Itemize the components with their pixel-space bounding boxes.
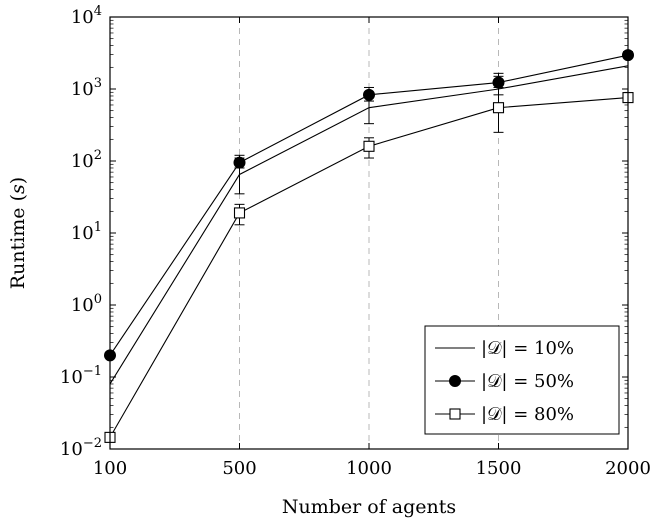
y-tick-label: 10−1 xyxy=(60,364,102,388)
x-tick-labels: 100 500 1000 1500 2000 xyxy=(93,458,651,479)
y-tick-exponent: 0 xyxy=(94,292,102,307)
y-tick-base: 10 xyxy=(71,7,94,28)
legend-label: |𝒟| = 80% xyxy=(481,404,574,425)
y-tick-base: 10 xyxy=(71,295,94,316)
data-point-circle xyxy=(233,156,246,169)
legend-entry: |𝒟| = 50% xyxy=(435,371,574,392)
data-point-circle xyxy=(449,375,461,387)
y-tick-base: 10 xyxy=(60,439,83,460)
y-tick-label: 101 xyxy=(71,220,102,244)
major-ticks xyxy=(109,16,629,450)
x-axis-label: Number of agents xyxy=(282,496,456,518)
legend-entry: |𝒟| = 10% xyxy=(435,338,574,359)
data-point-circle xyxy=(492,76,505,89)
y-tick-exponent: −2 xyxy=(83,436,102,451)
legend-label: |𝒟| = 10% xyxy=(481,338,574,359)
y-tick-exponent: −1 xyxy=(83,364,102,379)
y-tick-base: 10 xyxy=(60,367,83,388)
y-tick-label: 100 xyxy=(71,292,102,316)
y-tick-exponent: 3 xyxy=(94,76,102,91)
y-tick-label: 104 xyxy=(71,4,102,28)
data-point-square xyxy=(449,408,461,420)
y-tick-exponent: 2 xyxy=(94,148,102,163)
x-tick-label: 500 xyxy=(222,458,256,479)
legend: |𝒟| = 10% |𝒟| = 50% |𝒟| = 80% xyxy=(424,325,620,435)
y-tick-label: 102 xyxy=(71,148,102,172)
y-tick-label: 103 xyxy=(71,76,102,100)
data-point-square xyxy=(233,207,246,219)
legend-entry: |𝒟| = 80% xyxy=(435,404,574,425)
y-tick-label: 10−2 xyxy=(60,436,102,460)
x-tick-label: 1000 xyxy=(346,458,392,479)
legend-label: |𝒟| = 50% xyxy=(481,371,574,392)
y-tick-base: 10 xyxy=(71,79,94,100)
data-point-square xyxy=(492,102,505,114)
data-point-square xyxy=(363,140,375,152)
data-point-circle xyxy=(363,88,375,101)
y-axis-label: Runtime (s) xyxy=(7,177,29,289)
series-layer xyxy=(104,49,634,443)
y-tick-exponent: 1 xyxy=(94,220,102,235)
x-tick-label: 2000 xyxy=(605,458,651,479)
y-tick-base: 10 xyxy=(71,151,94,172)
y-tick-exponent: 4 xyxy=(94,4,102,19)
y-axis-label-text: Runtime xyxy=(7,207,29,289)
y-axis-unit: s xyxy=(7,184,29,194)
x-tick-label: 100 xyxy=(93,458,127,479)
x-tick-label: 1500 xyxy=(476,458,522,479)
y-tick-base: 10 xyxy=(71,223,94,244)
